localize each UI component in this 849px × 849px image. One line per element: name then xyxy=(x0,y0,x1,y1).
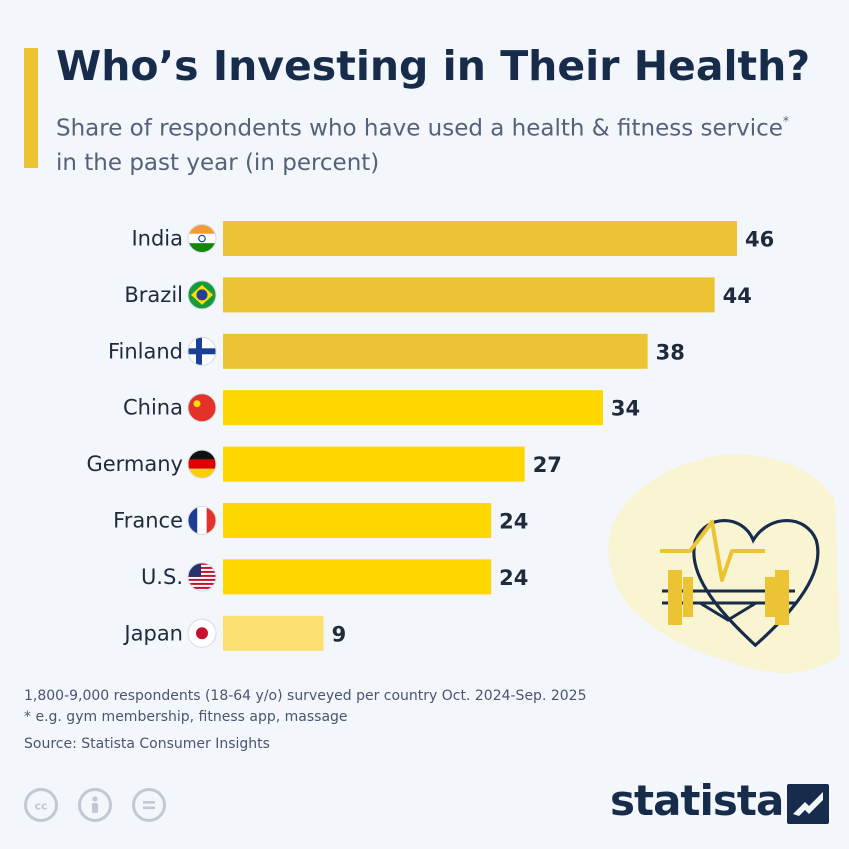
value-label-finland: 38 xyxy=(656,340,685,364)
bar-brazil xyxy=(223,277,715,313)
bar-china xyxy=(223,390,603,426)
survey-note: 1,800-9,000 respondents (18-64 y/o) surv… xyxy=(24,688,587,704)
statista-logo-text: statista xyxy=(610,776,784,825)
flag-france-icon xyxy=(187,506,217,535)
flag-us-icon xyxy=(187,562,217,592)
category-label-brazil: Brazil xyxy=(124,283,183,307)
flag-brazil-icon xyxy=(187,280,217,310)
subtitle-main: Share of respondents who have used a hea… xyxy=(56,115,783,142)
value-label-germany: 27 xyxy=(533,453,562,477)
creative-commons-icon[interactable]: cc xyxy=(24,788,58,822)
bar-india xyxy=(223,221,737,256)
source-note: Source: Statista Consumer Insights xyxy=(24,736,270,752)
subtitle-asterisk: * xyxy=(782,114,789,128)
chart-subtitle: Share of respondents who have used a hea… xyxy=(56,106,796,180)
footnotes: 1,800-9,000 respondents (18-64 y/o) surv… xyxy=(24,686,586,755)
chart-title: Who’s Investing in Their Health? xyxy=(56,42,811,90)
value-label-france: 24 xyxy=(499,510,528,534)
svg-text:cc: cc xyxy=(34,800,47,813)
bar-us xyxy=(223,559,492,595)
value-label-us: 24 xyxy=(499,566,528,590)
category-label-india: India xyxy=(131,227,183,251)
value-label-india: 46 xyxy=(745,228,774,252)
bar-japan xyxy=(223,615,324,651)
flag-finland-icon xyxy=(187,336,217,366)
no-derivatives-icon[interactable] xyxy=(132,788,166,822)
category-label-finland: Finland xyxy=(108,339,183,363)
accent-bar xyxy=(24,48,38,168)
value-label-china: 34 xyxy=(611,397,640,421)
bar-finland xyxy=(223,333,648,369)
category-label-france: France xyxy=(113,509,183,533)
value-label-brazil: 44 xyxy=(723,284,752,308)
flag-india-icon xyxy=(187,224,217,253)
statista-logo-mark xyxy=(787,784,829,824)
subtitle-tail: in the past year (in percent) xyxy=(56,149,380,176)
flag-china-icon xyxy=(187,393,217,423)
bar-germany xyxy=(223,446,525,482)
category-label-us: U.S. xyxy=(141,565,183,589)
flag-germany-icon xyxy=(187,449,217,479)
flag-japan-icon xyxy=(187,618,217,648)
bar-france xyxy=(223,503,492,538)
heart-dumbbell-icon xyxy=(608,454,840,673)
category-label-germany: Germany xyxy=(86,452,183,476)
category-label-japan: Japan xyxy=(122,621,183,645)
value-label-japan: 9 xyxy=(332,622,347,646)
attribution-icon[interactable] xyxy=(78,788,112,822)
category-label-china: China xyxy=(123,396,183,420)
asterisk-note: * e.g. gym membership, fitness app, mass… xyxy=(24,709,348,725)
